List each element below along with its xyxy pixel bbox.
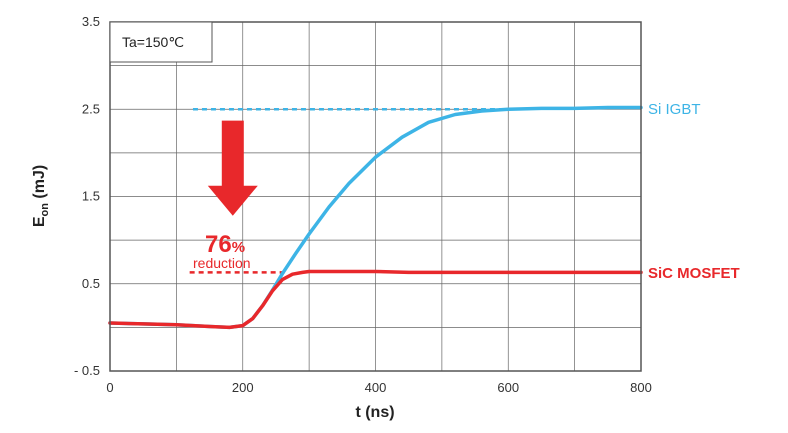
x-tick-label: 600	[497, 380, 519, 395]
reduction-arrow-shape	[207, 120, 258, 216]
x-tick-label: 200	[232, 380, 254, 395]
reduction-percent-sign: %	[232, 239, 245, 256]
y-axis-title-sub: on	[39, 203, 51, 217]
reduction-percent-number: 76	[205, 231, 232, 258]
plot-frame	[109, 21, 642, 372]
x-tick-label: 400	[365, 380, 387, 395]
reduction-percent: 76%	[205, 231, 245, 258]
y-tick-label: 3.5	[82, 14, 100, 29]
y-tick-label: 1.5	[82, 189, 100, 204]
x-tick-label: 800	[630, 380, 652, 395]
ref-lines	[189, 108, 502, 274]
series-label-sic-mosfet: SiC MOSFET	[648, 265, 740, 282]
grid	[110, 22, 641, 371]
y-tick-label: - 0.5	[74, 363, 100, 378]
condition-box: Ta=150℃	[109, 21, 213, 63]
y-axis-title-main: E	[31, 216, 48, 227]
condition-label: Ta=150℃	[122, 34, 184, 50]
sic-mosfet-line	[108, 269, 643, 330]
y-tick-label: 0.5	[82, 276, 100, 291]
x-tick-label: 0	[106, 380, 113, 395]
series-lines	[108, 105, 643, 330]
series-label-si-igbt: Si IGBT	[648, 101, 701, 118]
x-tick-labels: 0 200 400 600 800	[106, 380, 651, 395]
y-axis-title-unit: (mJ)	[31, 165, 48, 203]
y-tick-label: 2.5	[82, 101, 100, 116]
reduction-label: reduction	[193, 255, 251, 271]
reduction-arrow	[207, 120, 258, 216]
y-axis-title: Eon (mJ)	[31, 165, 51, 227]
y-tick-labels: - 0.5 0.5 1.5 2.5 3.5	[74, 14, 100, 378]
x-axis-title: t (ns)	[355, 404, 394, 421]
